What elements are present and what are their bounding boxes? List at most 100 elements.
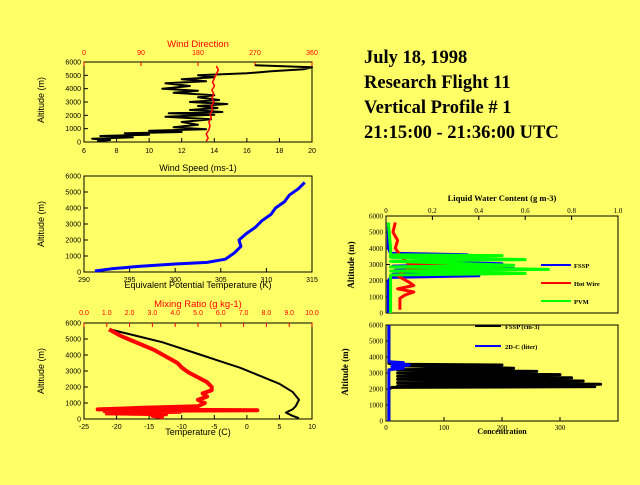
x-tick-label: 20 bbox=[308, 148, 316, 155]
y-tick-label: 2000 bbox=[369, 277, 384, 285]
x-tick-label: 0.4 bbox=[474, 207, 483, 215]
x-tick-label: -10 bbox=[177, 424, 187, 431]
y-tick-label: 3000 bbox=[65, 222, 81, 229]
y-tick-label: 2000 bbox=[65, 385, 81, 392]
x-tick-label: 315 bbox=[306, 277, 318, 284]
x-tick-label: -25 bbox=[79, 424, 89, 431]
series-theta-e bbox=[94, 181, 306, 273]
y-tick-label: 0 bbox=[380, 310, 384, 318]
y-tick-label: 1000 bbox=[65, 401, 81, 408]
y-tick-label: 6000 bbox=[65, 174, 81, 181]
x-tick-label: 0 bbox=[245, 424, 249, 431]
y-tick-label: 4000 bbox=[65, 86, 81, 93]
x-tick-label: 14 bbox=[210, 148, 218, 155]
y-tick-label: 4000 bbox=[65, 353, 81, 360]
x-tick-label: 1.0 bbox=[614, 207, 623, 215]
x-tick-label: -5 bbox=[211, 424, 217, 431]
y-tick-label: 3000 bbox=[369, 370, 384, 378]
y-tick-label: 6000 bbox=[65, 60, 81, 67]
y-tick-label: 3000 bbox=[65, 100, 81, 107]
flight-name: Research Flight 11 bbox=[364, 73, 511, 93]
chart-title: Mixing Ratio (g kg-1) bbox=[154, 299, 242, 310]
chart-title: Wind Direction bbox=[167, 39, 229, 50]
x2-tick-label: 1.0 bbox=[102, 310, 112, 317]
x-tick-label: 16 bbox=[243, 148, 251, 155]
y-tick-label: 3000 bbox=[369, 261, 384, 269]
x-tick-label: 0.8 bbox=[567, 207, 576, 215]
x-axis-label: Temperature (C) bbox=[165, 427, 231, 437]
x2-tick-label: 360 bbox=[306, 50, 318, 57]
x-tick-label: 0 bbox=[384, 424, 388, 432]
legend-label: 2D-C (liter) bbox=[505, 344, 537, 351]
y-tick-label: 4000 bbox=[65, 206, 81, 213]
profile-number: Vertical Profile # 1 bbox=[364, 98, 512, 118]
y-axis-label: Altitude (m) bbox=[36, 201, 46, 247]
x-tick-label: 305 bbox=[215, 277, 227, 284]
x2-tick-label: 3.0 bbox=[148, 310, 158, 317]
y-tick-label: 1000 bbox=[65, 126, 81, 133]
series-mixing-ratio bbox=[95, 327, 260, 420]
x-tick-label: -20 bbox=[112, 424, 122, 431]
y-tick-label: 5000 bbox=[65, 337, 81, 344]
y-tick-label: 6000 bbox=[369, 213, 384, 221]
x2-tick-label: 0 bbox=[82, 50, 86, 57]
x-tick-label: 8 bbox=[115, 148, 119, 155]
x-tick-label: 290 bbox=[78, 277, 90, 284]
x2-tick-label: 4.0 bbox=[170, 310, 180, 317]
y-tick-label: 3000 bbox=[65, 369, 81, 376]
y-tick-label: 0 bbox=[77, 270, 81, 277]
x-axis-label: Concentration bbox=[477, 427, 527, 436]
y-tick-label: 0 bbox=[380, 418, 384, 426]
series-2d-c-liter bbox=[387, 325, 411, 421]
x-tick-label: 6 bbox=[82, 148, 86, 155]
y-tick-label: 0 bbox=[77, 140, 81, 147]
chart-theta_e: 0 1000 2000 3000 4000 5000 6000 290 295 300 305 310… bbox=[36, 174, 318, 291]
x-tick-label: 300 bbox=[169, 277, 181, 284]
y-tick-label: 6000 bbox=[65, 321, 81, 328]
legend-label: FSSP (cm-3) bbox=[505, 324, 539, 331]
x-tick-label: 0.6 bbox=[521, 207, 530, 215]
y-tick-label: 0 bbox=[77, 417, 81, 424]
y-tick-label: 2000 bbox=[65, 238, 81, 245]
y-axis-label: Altitude (m) bbox=[36, 348, 46, 394]
x2-tick-label: 90 bbox=[137, 50, 145, 57]
y-tick-label: 5000 bbox=[369, 229, 384, 237]
x-tick-label: 0 bbox=[384, 207, 388, 215]
x-tick-label: 18 bbox=[276, 148, 284, 155]
x2-tick-label: 7.0 bbox=[239, 310, 249, 317]
x-tick-label: 5 bbox=[277, 424, 281, 431]
y-tick-label: 1000 bbox=[65, 254, 81, 261]
x-tick-label: 10 bbox=[308, 424, 316, 431]
x-tick-label: 100 bbox=[439, 424, 450, 432]
series-fssp-cm-3 bbox=[387, 325, 603, 421]
y-tick-label: 6000 bbox=[369, 322, 384, 330]
series-wind-direction bbox=[205, 65, 220, 142]
x2-tick-label: 270 bbox=[249, 50, 261, 57]
y-axis-label: Altitude (m) bbox=[36, 77, 46, 123]
x2-tick-label: 180 bbox=[192, 50, 204, 57]
chart-title: Liquid Water Content (g m-3) bbox=[448, 193, 557, 203]
series-pvm bbox=[386, 222, 550, 313]
legend-label: PVM bbox=[574, 299, 589, 306]
flight-info: July 18, 1998 Research Flight 11 Vertica… bbox=[364, 46, 634, 146]
chart-concentration: 0 1000 2000 3000 4000 5000 6000 0 100 200 300 Altit… bbox=[340, 322, 619, 436]
flight-date: July 18, 1998 bbox=[364, 48, 468, 68]
y-tick-label: 5000 bbox=[65, 73, 81, 80]
x2-tick-label: 8.0 bbox=[262, 310, 272, 317]
x2-tick-label: 2.0 bbox=[125, 310, 135, 317]
y-tick-label: 5000 bbox=[369, 338, 384, 346]
legend-label: FSSP bbox=[574, 263, 589, 270]
y-tick-label: 2000 bbox=[65, 113, 81, 120]
x-axis-label: Equivalent Potential Temperature (K) bbox=[125, 280, 272, 290]
x2-tick-label: 6.0 bbox=[216, 310, 226, 317]
x-tick-label: 300 bbox=[555, 424, 566, 432]
y-tick-label: 1000 bbox=[369, 402, 384, 410]
y-tick-label: 1000 bbox=[369, 293, 384, 301]
chart-wind: 0 1000 2000 3000 4000 5000 6000 6 8 10 12 14 16 18 20 0… bbox=[36, 39, 318, 173]
x2-tick-label: 9.0 bbox=[284, 310, 294, 317]
y-tick-label: 5000 bbox=[65, 190, 81, 197]
x-tick-label: -15 bbox=[144, 424, 154, 431]
y-tick-label: 4000 bbox=[369, 245, 384, 253]
